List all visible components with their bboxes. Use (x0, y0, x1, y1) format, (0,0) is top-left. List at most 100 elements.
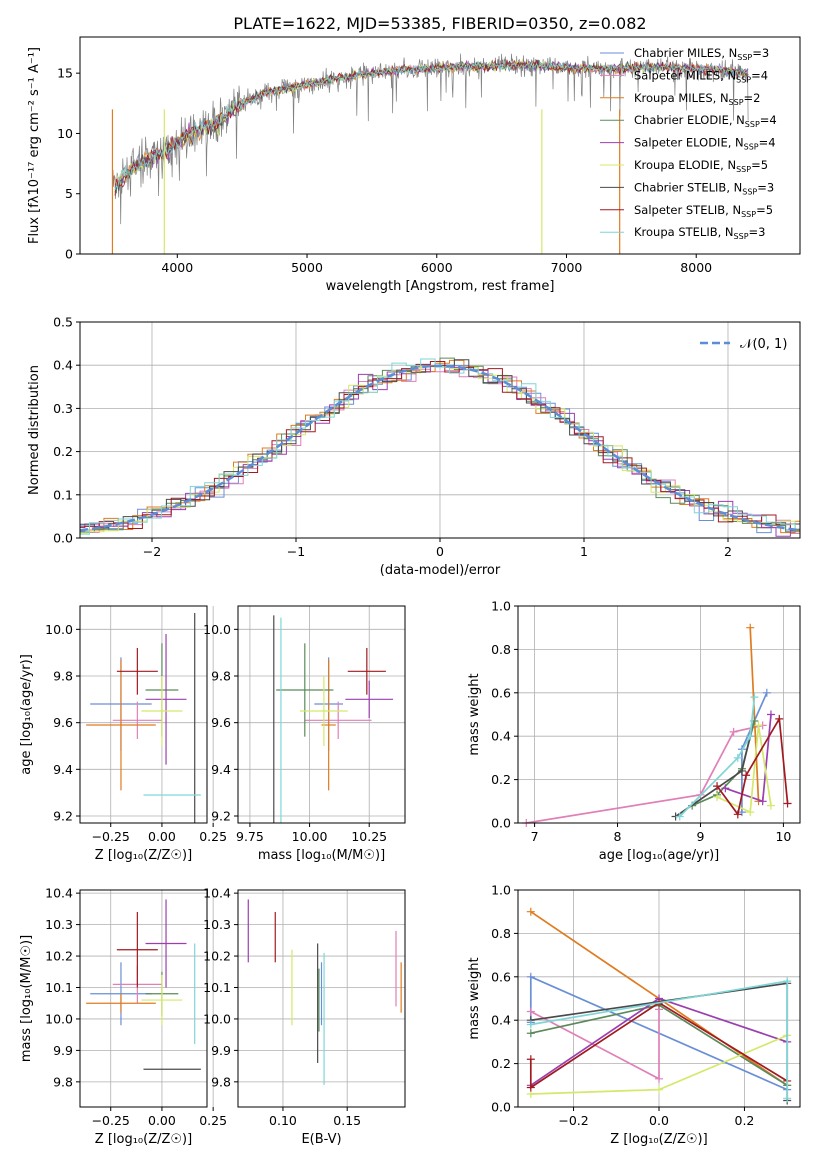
residuals-xtick-label: 2 (724, 544, 732, 559)
mass-weight-vs-age-xtick-label: 10 (775, 829, 791, 844)
spectrum-frame (79, 36, 801, 255)
mass-vs-EBV-xlabel: E(B-V) (301, 1132, 341, 1147)
mass-vs-Z-ytick-label: 9.9 (53, 1043, 73, 1058)
mass-vs-EBV-xtick-label: 0.15 (333, 1113, 361, 1128)
mass-vs-Z-xtick-label: 0.25 (199, 1113, 227, 1128)
residuals-ytick-label: 0.0 (53, 531, 73, 546)
mass-weight-vs-age-marker (733, 810, 742, 819)
mass-vs-EBV-ytick-label: 9.8 (211, 1074, 231, 1089)
mass-vs-Z-ytick-label: 9.8 (53, 1074, 73, 1089)
spectrum-ylabel: Flux [fλ10⁻¹⁷ erg cm⁻² s⁻¹ A⁻¹] (27, 47, 42, 244)
figure-title: PLATE=1622, MJD=53385, FIBERID=0350, z=0… (233, 14, 646, 33)
mass-weight-vs-age-marker (758, 797, 767, 806)
mass-weight-vs-age-xtick-label: 8 (614, 829, 622, 844)
mass-vs-Z-ytick-label: 10.1 (45, 980, 73, 995)
age-vs-Z-ytick-label: 9.6 (53, 715, 73, 730)
mass-weight-vs-age-marker (783, 799, 792, 808)
mass-weight-vs-age-ytick-label: 0.8 (491, 642, 511, 657)
mass-weight-vs-Z-marker (783, 1094, 792, 1103)
mass-weight-vs-Z-xtick-label: −0.2 (558, 1113, 588, 1128)
legend-label: Kroupa MILES, NSSP=2 (634, 91, 760, 107)
age-vs-mass-frame (237, 605, 406, 824)
mass-weight-vs-age-marker (713, 792, 722, 801)
legend-label: Chabrier MILES, NSSP=3 (634, 46, 769, 62)
age-vs-Z-ylabel: age [log₁₀(age/yr)] (19, 654, 34, 775)
residuals-xtick-label: 1 (580, 544, 588, 559)
legend-normal-label: 𝒩(0, 1) (740, 337, 787, 352)
mass-weight-vs-age-marker (754, 721, 763, 730)
residuals-ytick-label: 0.4 (53, 358, 73, 373)
spectrum-xtick-label: 5000 (291, 260, 323, 275)
age-vs-mass-ytick-label: 10.0 (203, 622, 231, 637)
mass-weight-vs-age-ytick-label: 0.4 (491, 729, 511, 744)
mass-vs-Z-ytick-label: 10.0 (45, 1011, 73, 1026)
mass-vs-Z-ytick-label: 10.4 (45, 886, 73, 901)
age-vs-Z-ytick-label: 9.4 (53, 762, 73, 777)
mass-weight-vs-age-marker (775, 714, 784, 723)
mass-weight-vs-Z-marker (655, 1085, 663, 1094)
mass-vs-Z-xlabel: Z [log₁₀(Z/Z☉)] (95, 1132, 192, 1147)
legend-label: Chabrier STELIB, NSSP=3 (634, 180, 774, 196)
residuals-xtick-label: −1 (287, 544, 305, 559)
spectrum-xtick-label: 4000 (161, 260, 193, 275)
mass-weight-vs-age-marker (766, 710, 775, 719)
mass-weight-vs-Z-marker (526, 1007, 535, 1016)
mass-weight-vs-age-marker (737, 808, 746, 817)
mass-vs-EBV-ytick-label: 9.9 (211, 1043, 231, 1058)
age-vs-mass-ytick-label: 9.2 (211, 809, 231, 824)
residuals-ytick-label: 0.5 (53, 315, 73, 330)
mass-vs-Z-xtick-label: 0.00 (148, 1113, 176, 1128)
spectrum-ytick-label: 10 (57, 126, 73, 141)
mass-vs-EBV-frame (237, 889, 406, 1108)
residuals-ytick-label: 0.3 (53, 401, 73, 416)
mass-weight-vs-age-marker (746, 808, 755, 817)
mass-weight-vs-age-ylabel: mass weight (467, 673, 482, 755)
legend-label: Kroupa ELODIE, NSSP=5 (634, 158, 768, 174)
mass-weight-vs-age-xtick-label: 7 (531, 829, 539, 844)
spectrum-ytick-label: 15 (57, 66, 73, 81)
age-vs-mass-xtick-label: 10.00 (292, 829, 328, 844)
spectrum-ytick-label: 5 (65, 186, 73, 201)
mass-weight-vs-age-marker (733, 753, 742, 762)
mass-weight-vs-Z-ytick-label: 0.2 (491, 1056, 511, 1071)
mass-weight-vs-Z-marker (526, 1020, 535, 1029)
mass-weight-vs-age-ytick-label: 0.0 (491, 816, 511, 831)
mass-vs-EBV-ytick-label: 10.1 (203, 980, 231, 995)
age-vs-mass-ytick-label: 9.8 (211, 669, 231, 684)
mass-weight-vs-age-series-line (749, 627, 760, 802)
mass-weight-vs-age-marker (762, 688, 771, 697)
mass-weight-vs-age-marker (766, 801, 775, 810)
mass-vs-Z-ytick-label: 10.2 (45, 949, 73, 964)
spectrum-xtick-label: 7000 (551, 260, 583, 275)
mass-weight-vs-Z-ytick-label: 0.0 (491, 1100, 511, 1115)
mass-weight-vs-age-xlabel: age [log₁₀(age/yr)] (599, 848, 720, 863)
spectrum-xlabel: wavelength [Angstrom, rest frame] (326, 279, 555, 294)
age-vs-Z-xlabel: Z [log₁₀(Z/Z☉)] (95, 848, 192, 863)
mass-weight-vs-Z-marker (526, 1055, 535, 1064)
mass-weight-vs-Z-series-line (529, 1001, 788, 1090)
legend-label: Salpeter MILES, NSSP=4 (634, 68, 768, 84)
age-vs-mass-xtick-label: 9.75 (236, 829, 264, 844)
mass-weight-vs-age-marker (746, 623, 755, 632)
mass-weight-vs-age-ytick-label: 1.0 (491, 599, 511, 614)
normal-curve (79, 364, 801, 532)
spectrum-xtick-label: 6000 (421, 260, 453, 275)
age-vs-Z-xtick-label: −0.25 (92, 829, 130, 844)
mass-weight-vs-age-marker (750, 693, 759, 702)
mass-weight-vs-Z-marker (655, 1074, 663, 1083)
mass-weight-vs-age-marker (746, 732, 755, 741)
residuals-ylabel: Normed distribution (27, 365, 42, 495)
residuals-ytick-label: 0.2 (53, 444, 73, 459)
legend-label: Salpeter STELIB, NSSP=5 (634, 203, 773, 219)
mass-weight-vs-age-series-line (679, 697, 756, 818)
residuals-xtick-label: 0 (436, 544, 444, 559)
mass-weight-vs-Z-marker (783, 977, 792, 986)
mass-weight-vs-age-ytick-label: 0.6 (491, 685, 511, 700)
mass-weight-vs-age-marker (737, 766, 746, 775)
mass-weight-vs-Z-ytick-label: 0.4 (491, 1013, 511, 1028)
mass-weight-vs-age-marker (742, 771, 751, 780)
age-vs-mass-ytick-label: 9.6 (211, 715, 231, 730)
age-vs-Z-ytick-label: 10.0 (45, 622, 73, 637)
mass-weight-vs-age-marker (721, 784, 730, 793)
